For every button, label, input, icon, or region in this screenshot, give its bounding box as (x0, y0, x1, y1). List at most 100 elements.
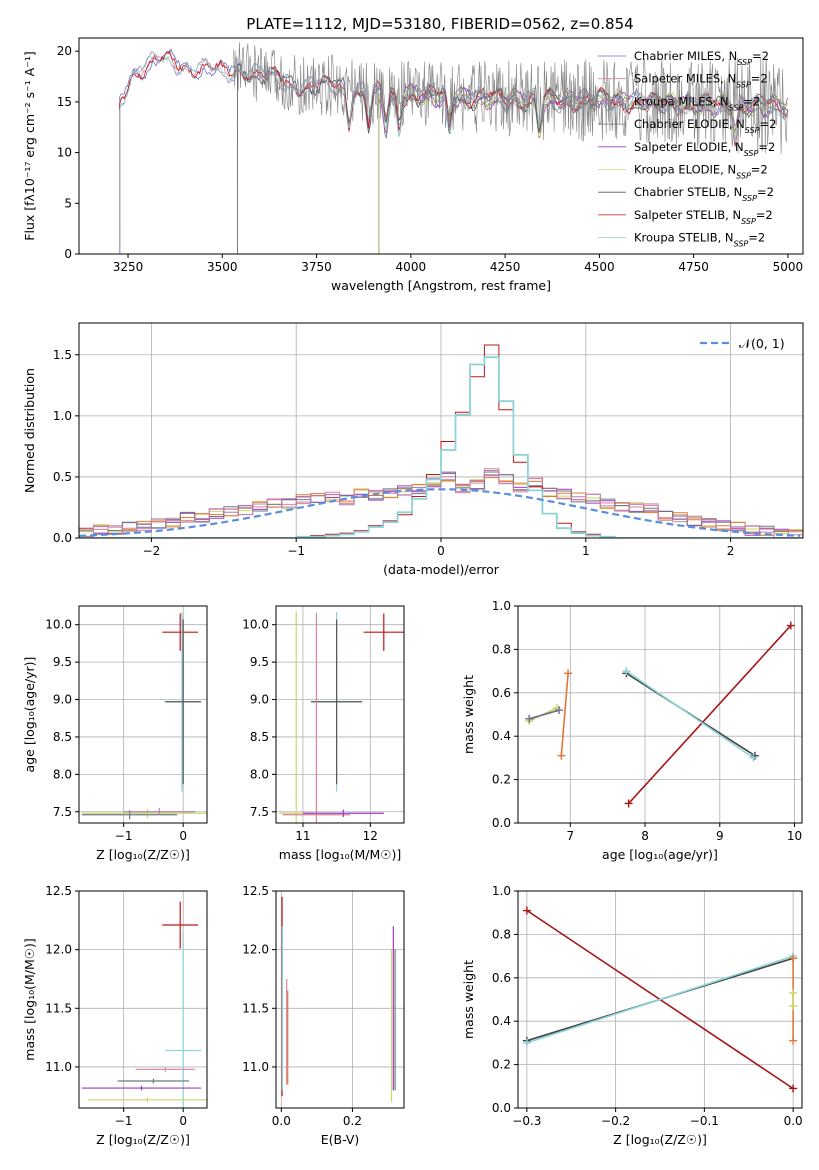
legend-label: Salpeter STELIB, NSSP=2 (634, 208, 773, 226)
legend-label: Chabrier ELODIE, NSSP=2 (634, 117, 776, 135)
x-tick-label: −0.2 (601, 1114, 630, 1128)
y-tick-label: 9.5 (250, 655, 269, 669)
y-tick-label: 0.5 (53, 470, 72, 484)
axes-frame (78, 605, 208, 824)
x-tick-label: 0.0 (784, 1114, 803, 1128)
y-axis-label: age [log₁₀(age/yr)] (22, 657, 37, 773)
series-point (789, 1002, 798, 1011)
x-tick-label: 3750 (301, 260, 332, 274)
x-tick-label: 0 (179, 829, 187, 843)
x-tick-label: −1 (115, 829, 133, 843)
x-tick-label: −1 (287, 544, 305, 558)
errorbar-point (302, 809, 384, 818)
x-tick-label: −2 (143, 544, 161, 558)
errorbar-point (311, 619, 363, 785)
x-tick-label: 12 (363, 829, 378, 843)
series-line (624, 621, 795, 808)
y-tick-label: 11.5 (45, 1001, 72, 1015)
y-tick-label: 11.0 (45, 1060, 72, 1074)
y-tick-label: 5 (64, 196, 72, 210)
y-tick-label: 12.5 (242, 884, 269, 898)
x-axis-label: mass [log₁₀(M/M☉)] (279, 847, 401, 862)
series-line (622, 667, 758, 762)
plot-area (119, 42, 789, 254)
errorbar-point (282, 612, 351, 823)
x-tick-label: 4500 (584, 260, 615, 274)
y-tick-label: 1.0 (53, 409, 72, 423)
y-tick-label: 7.5 (250, 805, 269, 819)
x-tick-label: 8 (641, 829, 649, 843)
y-tick-label: 9.5 (53, 655, 72, 669)
chart-mass-vs-metallicity: −1 0 11.0 11.5 12.0 12.5 Z [log₁₀(Z/Z☉)] mass [… (22, 884, 208, 1147)
legend-label: Chabrier MILES, NSSP=2 (634, 49, 769, 67)
x-tick-label: 3250 (113, 260, 144, 274)
y-tick-label: 10.0 (242, 618, 269, 632)
plot-area (279, 611, 404, 823)
legend-label: Kroupa ELODIE, NSSP=2 (634, 163, 768, 181)
y-tick-label: 0.2 (492, 773, 511, 787)
series-path (628, 624, 792, 805)
series-point (624, 799, 633, 808)
y-tick-label: 20 (57, 44, 72, 58)
x-tick-label: 0.2 (343, 1114, 362, 1128)
errorbar-point (117, 1078, 190, 1084)
y-tick-label: 0.8 (492, 642, 511, 656)
errorbar-point (165, 933, 202, 1108)
series-point (522, 906, 531, 915)
y-tick-label: 8.0 (53, 767, 72, 781)
y-tick-label: 8.5 (53, 730, 72, 744)
plot-area (522, 906, 798, 1093)
series-path (528, 709, 560, 720)
series-line (522, 952, 798, 1047)
x-tick-label: 10 (787, 829, 802, 843)
x-axis-label: Z [log₁₀(Z/Z☉)] (96, 1132, 190, 1147)
legend-label: Salpeter MILES, NSSP=2 (634, 72, 768, 90)
y-tick-label: 7.5 (53, 805, 72, 819)
chart-mass-weight-vs-metallicity: −0.3 −0.2 −0.1 0.0 0.0 0.2 0.4 0.6 0.8 1.0 Z [log₁… (461, 884, 803, 1147)
errorbar-point (162, 613, 199, 651)
x-tick-label: 0 (179, 1114, 187, 1128)
y-tick-label: 15 (57, 95, 72, 109)
y-tick-label: 0.0 (492, 1101, 511, 1115)
x-tick-label: 11 (295, 829, 310, 843)
plot-area (81, 611, 207, 820)
histogram-narrow (79, 356, 803, 538)
y-tick-label: 1.5 (53, 348, 72, 362)
x-tick-label: 5000 (773, 260, 804, 274)
errorbar-point (87, 1097, 207, 1103)
series-point (749, 753, 758, 762)
chart-mass-vs-ebv: 0.0 0.2 11.0 11.5 12.0 12.5 E(B-V) (242, 884, 405, 1147)
errorbar-point (123, 808, 196, 816)
axes-frame (78, 890, 208, 1109)
plot-area (525, 621, 795, 808)
plot-area (81, 901, 207, 1108)
y-axis-label: mass weight (461, 675, 476, 754)
y-tick-label: 8.5 (250, 730, 269, 744)
y-tick-label: 0.6 (492, 971, 511, 985)
y-tick-label: 0 (64, 247, 72, 261)
chart-mass-weight-vs-age: 7 8 9 10 0.0 0.2 0.4 0.6 0.8 1.0 age [log₁₀(age/yr… (461, 599, 803, 862)
y-tick-label: 0.4 (492, 1014, 511, 1028)
x-tick-label: 1 (582, 544, 590, 558)
series-point (622, 667, 631, 676)
series-line (525, 706, 564, 723)
axes-frame (78, 37, 804, 255)
axes-frame (517, 890, 803, 1109)
y-tick-label: 10 (57, 146, 72, 160)
chart-spectrum: 3250 3500 3750 4000 4250 4500 4750 5000 0 5 10 15 20… (22, 37, 804, 293)
series-point (789, 954, 798, 963)
series-point (564, 669, 573, 678)
legend-label: Kroupa STELIB, NSSP=2 (634, 231, 765, 249)
series-path (560, 673, 569, 756)
x-tick-label: 4250 (490, 260, 521, 274)
x-tick-label: 0 (437, 544, 445, 558)
x-tick-label: 0.0 (272, 1114, 291, 1128)
y-tick-label: 1.0 (492, 884, 511, 898)
errorbar-point (363, 613, 404, 651)
x-axis-label: (data-model)/error (383, 562, 500, 577)
series-point (555, 706, 564, 715)
y-tick-label: 0.0 (53, 531, 72, 545)
x-tick-label: 3500 (207, 260, 238, 274)
errorbar-point (165, 619, 202, 785)
